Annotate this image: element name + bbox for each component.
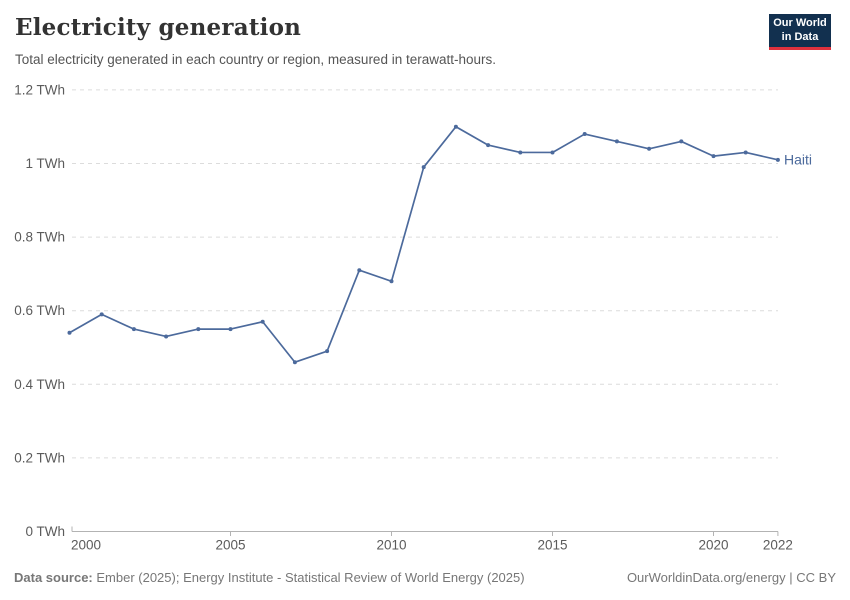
data-point[interactable] (550, 150, 555, 155)
x-tick-label: 2010 (376, 538, 406, 553)
data-source-text: Ember (2025); Energy Institute - Statist… (92, 570, 525, 585)
data-point[interactable] (775, 157, 780, 162)
data-point[interactable] (292, 360, 297, 365)
data-point[interactable] (743, 150, 748, 155)
data-point[interactable] (357, 268, 362, 273)
data-point[interactable] (325, 349, 330, 354)
page-title: Electricity generation (15, 14, 302, 41)
data-point[interactable] (67, 330, 72, 335)
data-point[interactable] (260, 319, 265, 324)
y-tick-label: 0.8 TWh (14, 230, 65, 245)
y-tick-label: 0.6 TWh (14, 303, 65, 318)
owid-logo-accent-bar (769, 47, 831, 50)
data-point[interactable] (518, 150, 523, 155)
data-point[interactable] (196, 327, 201, 332)
data-source-label: Data source: (14, 570, 93, 585)
y-tick-label: 0.4 TWh (14, 377, 65, 392)
data-point[interactable] (647, 146, 652, 151)
x-tick-label: 2020 (698, 538, 728, 553)
y-tick-label: 1.2 TWh (14, 82, 65, 97)
owid-logo-line2: in Data (781, 30, 819, 43)
data-source: Data source: Ember (2025); Energy Instit… (14, 570, 525, 585)
data-point[interactable] (679, 139, 684, 144)
x-tick-label: 2022 (763, 538, 793, 553)
data-point[interactable] (421, 165, 426, 170)
y-tick-label: 0 TWh (25, 524, 65, 539)
data-point[interactable] (99, 312, 104, 317)
data-point[interactable] (228, 327, 233, 332)
data-point[interactable] (164, 334, 169, 339)
entity-label-haiti[interactable]: Haiti (784, 151, 812, 167)
y-tick-label: 0.2 TWh (14, 450, 65, 465)
data-point[interactable] (711, 154, 716, 159)
x-tick-label: 2000 (71, 538, 101, 553)
data-point[interactable] (486, 143, 491, 148)
attribution: OurWorldinData.org/energy | CC BY (626, 570, 836, 585)
owid-logo-line1: Our World (773, 16, 827, 29)
y-tick-label: 1 TWh (25, 156, 65, 171)
x-tick-label: 2015 (537, 538, 567, 553)
chart-subtitle: Total electricity generated in each coun… (15, 52, 496, 67)
data-point[interactable] (582, 132, 587, 137)
data-point[interactable] (614, 139, 619, 144)
x-tick-label: 2005 (215, 538, 245, 553)
data-point[interactable] (131, 327, 136, 332)
data-point[interactable] (453, 124, 458, 129)
owid-logo: Our World in Data (769, 14, 831, 47)
data-point[interactable] (389, 279, 394, 284)
series-line-haiti[interactable] (69, 125, 779, 364)
